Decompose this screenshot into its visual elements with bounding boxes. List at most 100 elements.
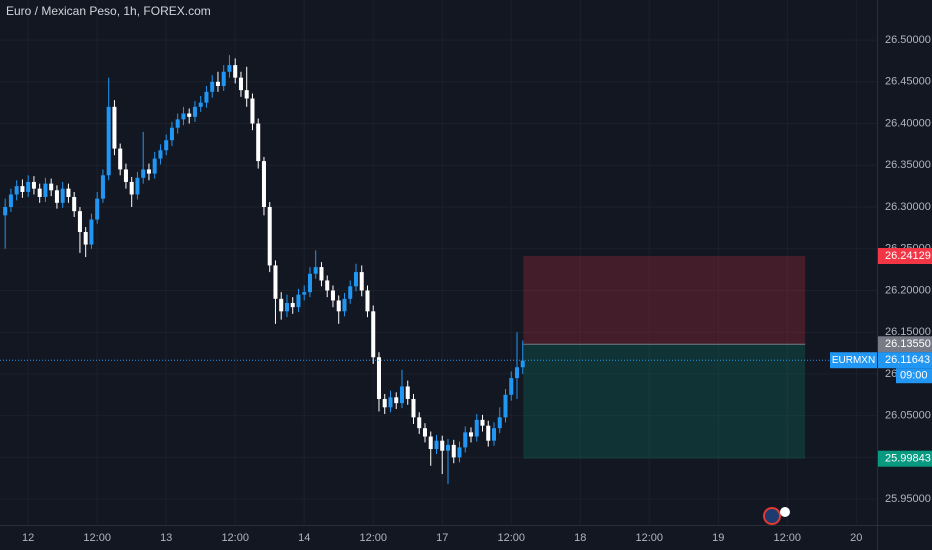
- y-tick-label: 26.05000: [885, 410, 931, 422]
- candle-body: [371, 311, 376, 358]
- x-tick-label: 20: [850, 532, 862, 544]
- candle-body: [31, 181, 36, 189]
- candle-body: [457, 447, 462, 458]
- candle-body: [100, 175, 105, 199]
- candle-body: [509, 378, 514, 395]
- candle-body: [152, 158, 157, 174]
- candle-body: [89, 219, 94, 245]
- x-tick-label: 12: [22, 532, 34, 544]
- x-tick-label: 12:00: [221, 532, 249, 544]
- candle-body: [302, 292, 307, 295]
- candle-body: [66, 188, 71, 197]
- candle-body: [514, 367, 520, 379]
- candle-body: [497, 417, 502, 429]
- candle-body: [348, 286, 353, 299]
- candle-body: [273, 265, 278, 299]
- candle-body: [434, 440, 439, 450]
- candle-body: [486, 425, 491, 441]
- candle-body: [451, 444, 456, 458]
- candle-body: [106, 106, 111, 176]
- candle-body: [181, 113, 186, 120]
- logo-badge: [763, 507, 790, 525]
- candle-body: [129, 181, 134, 195]
- candle-body: [198, 102, 203, 107]
- candle-body: [382, 398, 387, 408]
- x-tick-label: 12:00: [497, 532, 525, 544]
- candle-body: [440, 440, 445, 451]
- candle-body: [261, 161, 266, 207]
- candle-body: [26, 181, 31, 192]
- candle-body: [187, 113, 192, 117]
- candle-body: [227, 65, 232, 72]
- candle-body: [359, 272, 364, 291]
- candle-body: [422, 428, 427, 437]
- candle-body: [468, 432, 474, 437]
- x-tick-label: 19: [712, 532, 724, 544]
- candle-body: [256, 123, 261, 162]
- candle-body: [296, 294, 301, 308]
- y-tick-label: 26.35000: [885, 159, 931, 171]
- stop-zone: [523, 255, 806, 345]
- candle-body: [480, 419, 485, 426]
- candle-body: [83, 232, 88, 245]
- countdown-box: [896, 368, 932, 384]
- symbol-label: EURMXN: [832, 355, 875, 366]
- candle-body: [307, 273, 312, 293]
- axes: 25.9500026.0000026.0500026.1000026.15000…: [22, 34, 932, 544]
- symbol-box: [830, 352, 877, 369]
- countdown: 09:00: [900, 370, 928, 382]
- candle-body: [169, 127, 174, 141]
- candle-body: [353, 272, 358, 287]
- candle-body: [336, 300, 341, 312]
- x-tick-label: 12:00: [774, 532, 802, 544]
- candle-body: [365, 290, 370, 312]
- candle-body: [417, 417, 422, 429]
- candle-body: [399, 386, 404, 404]
- candle-body: [215, 81, 220, 86]
- candle-body: [244, 90, 249, 99]
- y-tick-label: 26.40000: [885, 117, 931, 129]
- price-label: 26.13550: [885, 338, 931, 350]
- candle-body: [445, 444, 451, 451]
- candle-body: [428, 436, 433, 450]
- candle-body: [164, 140, 169, 151]
- y-tick-label: 26.15000: [885, 326, 931, 338]
- x-tick-label: 12:00: [359, 532, 387, 544]
- candle-body: [72, 196, 77, 212]
- grid: [0, 0, 877, 525]
- candle-body: [376, 357, 381, 399]
- candle-body: [123, 169, 128, 182]
- candle-body: [250, 98, 255, 124]
- y-tick-label: 26.45000: [885, 76, 931, 88]
- price-label-box: [878, 352, 932, 369]
- candle-body: [325, 280, 330, 291]
- price-label-box: [878, 450, 932, 467]
- candle-body: [20, 186, 25, 192]
- candle-body: [204, 91, 209, 103]
- candle-body: [503, 394, 508, 418]
- price-label-box: [878, 247, 932, 264]
- price-label-box: [878, 336, 932, 353]
- x-tick-label: 13: [160, 532, 172, 544]
- x-tick-label: 12:00: [636, 532, 664, 544]
- candle-body: [405, 386, 410, 399]
- candle-body: [284, 302, 289, 312]
- candle-body: [463, 432, 468, 448]
- x-tick-label: 17: [436, 532, 448, 544]
- candle-body: [175, 119, 180, 128]
- price-label: 26.24129: [885, 250, 931, 262]
- y-tick-label: 26.20000: [885, 284, 931, 296]
- candle-body: [77, 211, 82, 233]
- candle-body: [118, 148, 123, 170]
- candle-body: [54, 190, 59, 203]
- candle-body: [491, 428, 497, 441]
- candle-body: [233, 65, 238, 78]
- x-tick-label: 18: [574, 532, 586, 544]
- candle-body: [238, 77, 243, 91]
- candle-body: [158, 150, 163, 159]
- candle-body: [330, 290, 335, 301]
- y-tick-label: 26.50000: [885, 34, 931, 46]
- candle-body: [141, 169, 146, 178]
